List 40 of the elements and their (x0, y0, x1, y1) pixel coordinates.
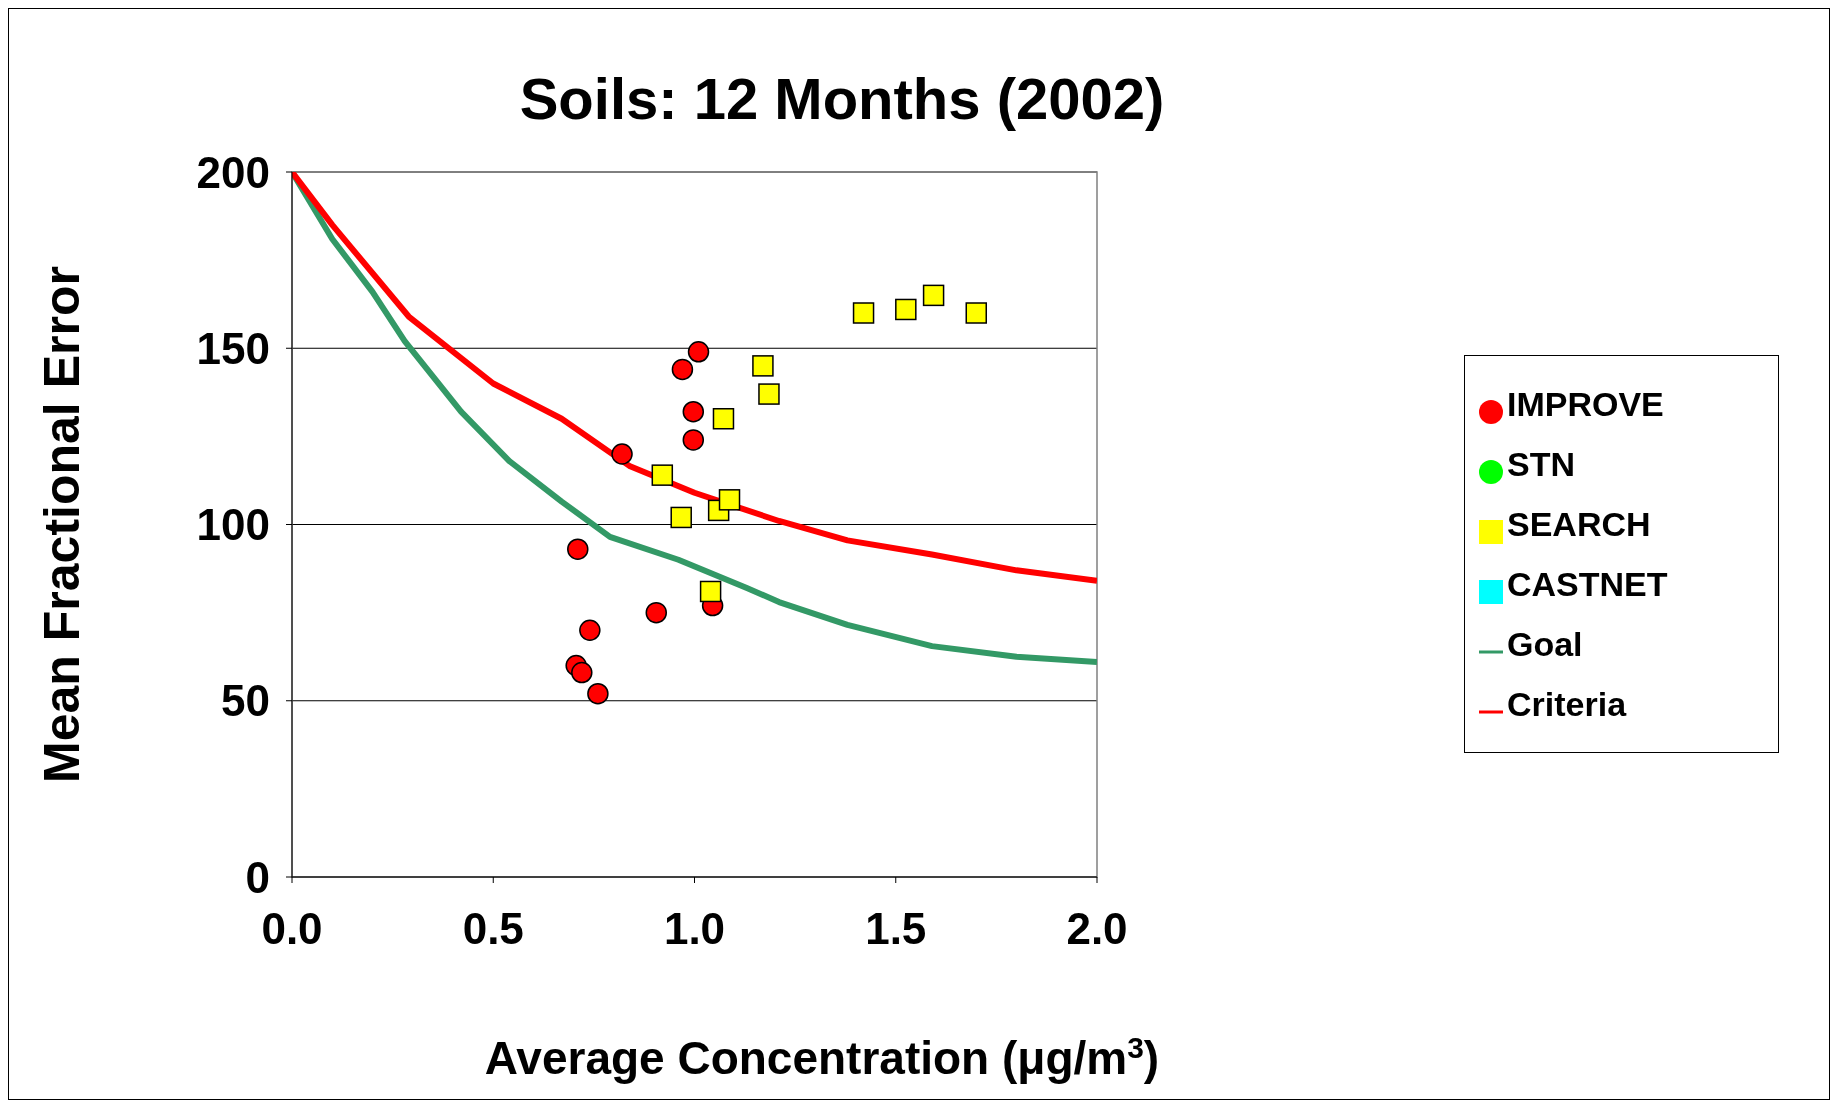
x-tick-label: 0.5 (462, 904, 524, 954)
point (895, 298, 917, 321)
y-tick-label: 0 (245, 852, 270, 902)
legend-label: Criteria (1507, 685, 1627, 723)
point (645, 601, 668, 624)
point (718, 489, 741, 511)
point (922, 284, 945, 307)
point (587, 682, 609, 705)
point (682, 400, 705, 423)
y-tick-label: 150 (196, 323, 270, 373)
legend-label: Goal (1507, 625, 1583, 663)
y-tick-label: 50 (221, 676, 270, 726)
legend-label: CASTNET (1507, 565, 1668, 603)
chart-title: Soils: 12 Months (2002) (519, 66, 1165, 131)
point (670, 506, 692, 529)
legend-label: STN (1507, 445, 1575, 483)
point (571, 661, 593, 684)
point (671, 358, 694, 381)
x-tick-label: 1.5 (865, 904, 927, 954)
point (699, 580, 722, 603)
x-tick-label: 0.0 (261, 904, 323, 954)
point (567, 538, 589, 560)
x-tick-label: 2.0 (1066, 904, 1128, 954)
legend-label: IMPROVE (1507, 385, 1664, 423)
point (682, 429, 705, 451)
legend-label: SEARCH (1507, 505, 1651, 543)
point (852, 302, 875, 324)
x-tick-label: 1.0 (663, 904, 726, 954)
point (965, 302, 987, 324)
y-tick-label: 200 (196, 147, 270, 197)
x-axis-title: Average Concentration (μg/m$^{3}$) (484, 1030, 1160, 1084)
point (712, 408, 735, 430)
point (651, 464, 674, 486)
y-axis-title: Mean Fractional Error (34, 266, 90, 783)
point (687, 341, 710, 363)
y-tick-label: 100 (196, 500, 270, 550)
point (579, 619, 601, 641)
point (752, 355, 774, 377)
point (758, 383, 780, 405)
point (611, 443, 633, 465)
